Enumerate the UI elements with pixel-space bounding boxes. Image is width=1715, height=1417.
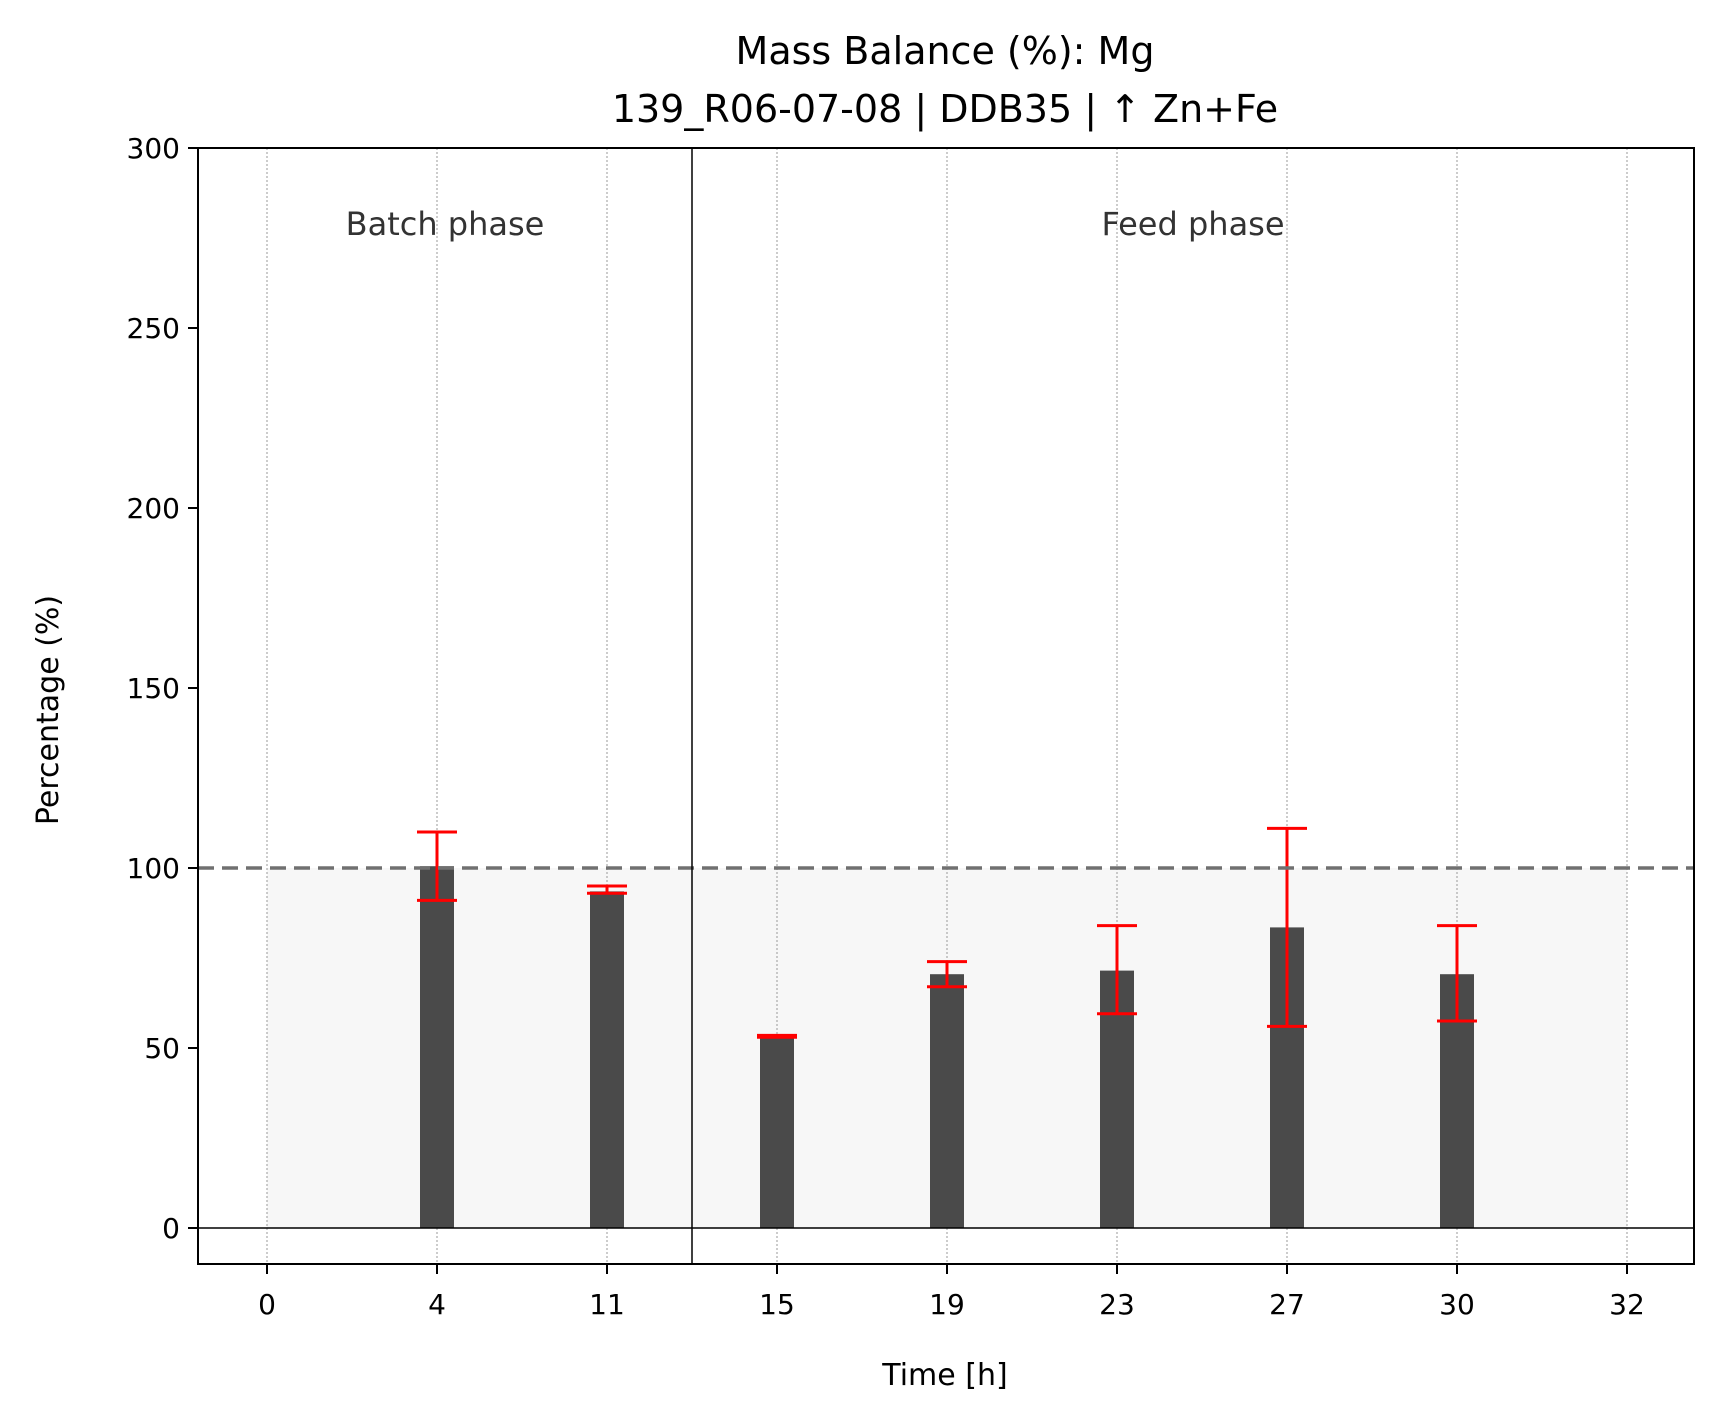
x-tick-label: 15	[759, 1288, 795, 1321]
error-layer	[417, 826, 1477, 1039]
y-tick-label: 200	[127, 492, 180, 525]
x-tick-label: 4	[428, 1288, 446, 1321]
y-tick-label: 150	[127, 672, 180, 705]
x-tick-label: 27	[1269, 1288, 1305, 1321]
chart-subtitle: 139_R06-07-08 | DDB35 | ↑ Zn+Fe	[612, 87, 1278, 132]
chart-title: Mass Balance (%): Mg	[736, 29, 1155, 73]
x-axis-title: Time [h]	[881, 1358, 1007, 1393]
x-tick-label: 19	[929, 1288, 965, 1321]
y-tick-label: 50	[144, 1032, 180, 1065]
x-tick-label: 23	[1099, 1288, 1135, 1321]
y-tick-label: 100	[127, 852, 180, 885]
phase-layer: Batch phase Feed phase	[346, 148, 1285, 1264]
x-tick-label: 11	[589, 1288, 625, 1321]
bar-layer	[420, 866, 1474, 1228]
y-tick-label: 250	[127, 312, 180, 345]
y-tick-label: 300	[127, 132, 180, 165]
x-tick-label: 0	[258, 1288, 276, 1321]
y-axis-title: Percentage (%)	[31, 595, 66, 825]
bar-4	[420, 866, 454, 1228]
x-tick-label: 32	[1609, 1288, 1645, 1321]
bar-11	[590, 891, 624, 1228]
bar-19	[930, 974, 964, 1228]
x-tick-label: 30	[1439, 1288, 1475, 1321]
bar-15	[760, 1037, 794, 1228]
y-tick-label: 0	[162, 1212, 180, 1245]
axis-layer: 0 50 100 150 200 250 300 0 4 11 15 19 23 27 30 32	[127, 132, 1695, 1321]
phase-label-feed: Feed phase	[1101, 205, 1284, 243]
phase-label-batch: Batch phase	[346, 205, 545, 243]
